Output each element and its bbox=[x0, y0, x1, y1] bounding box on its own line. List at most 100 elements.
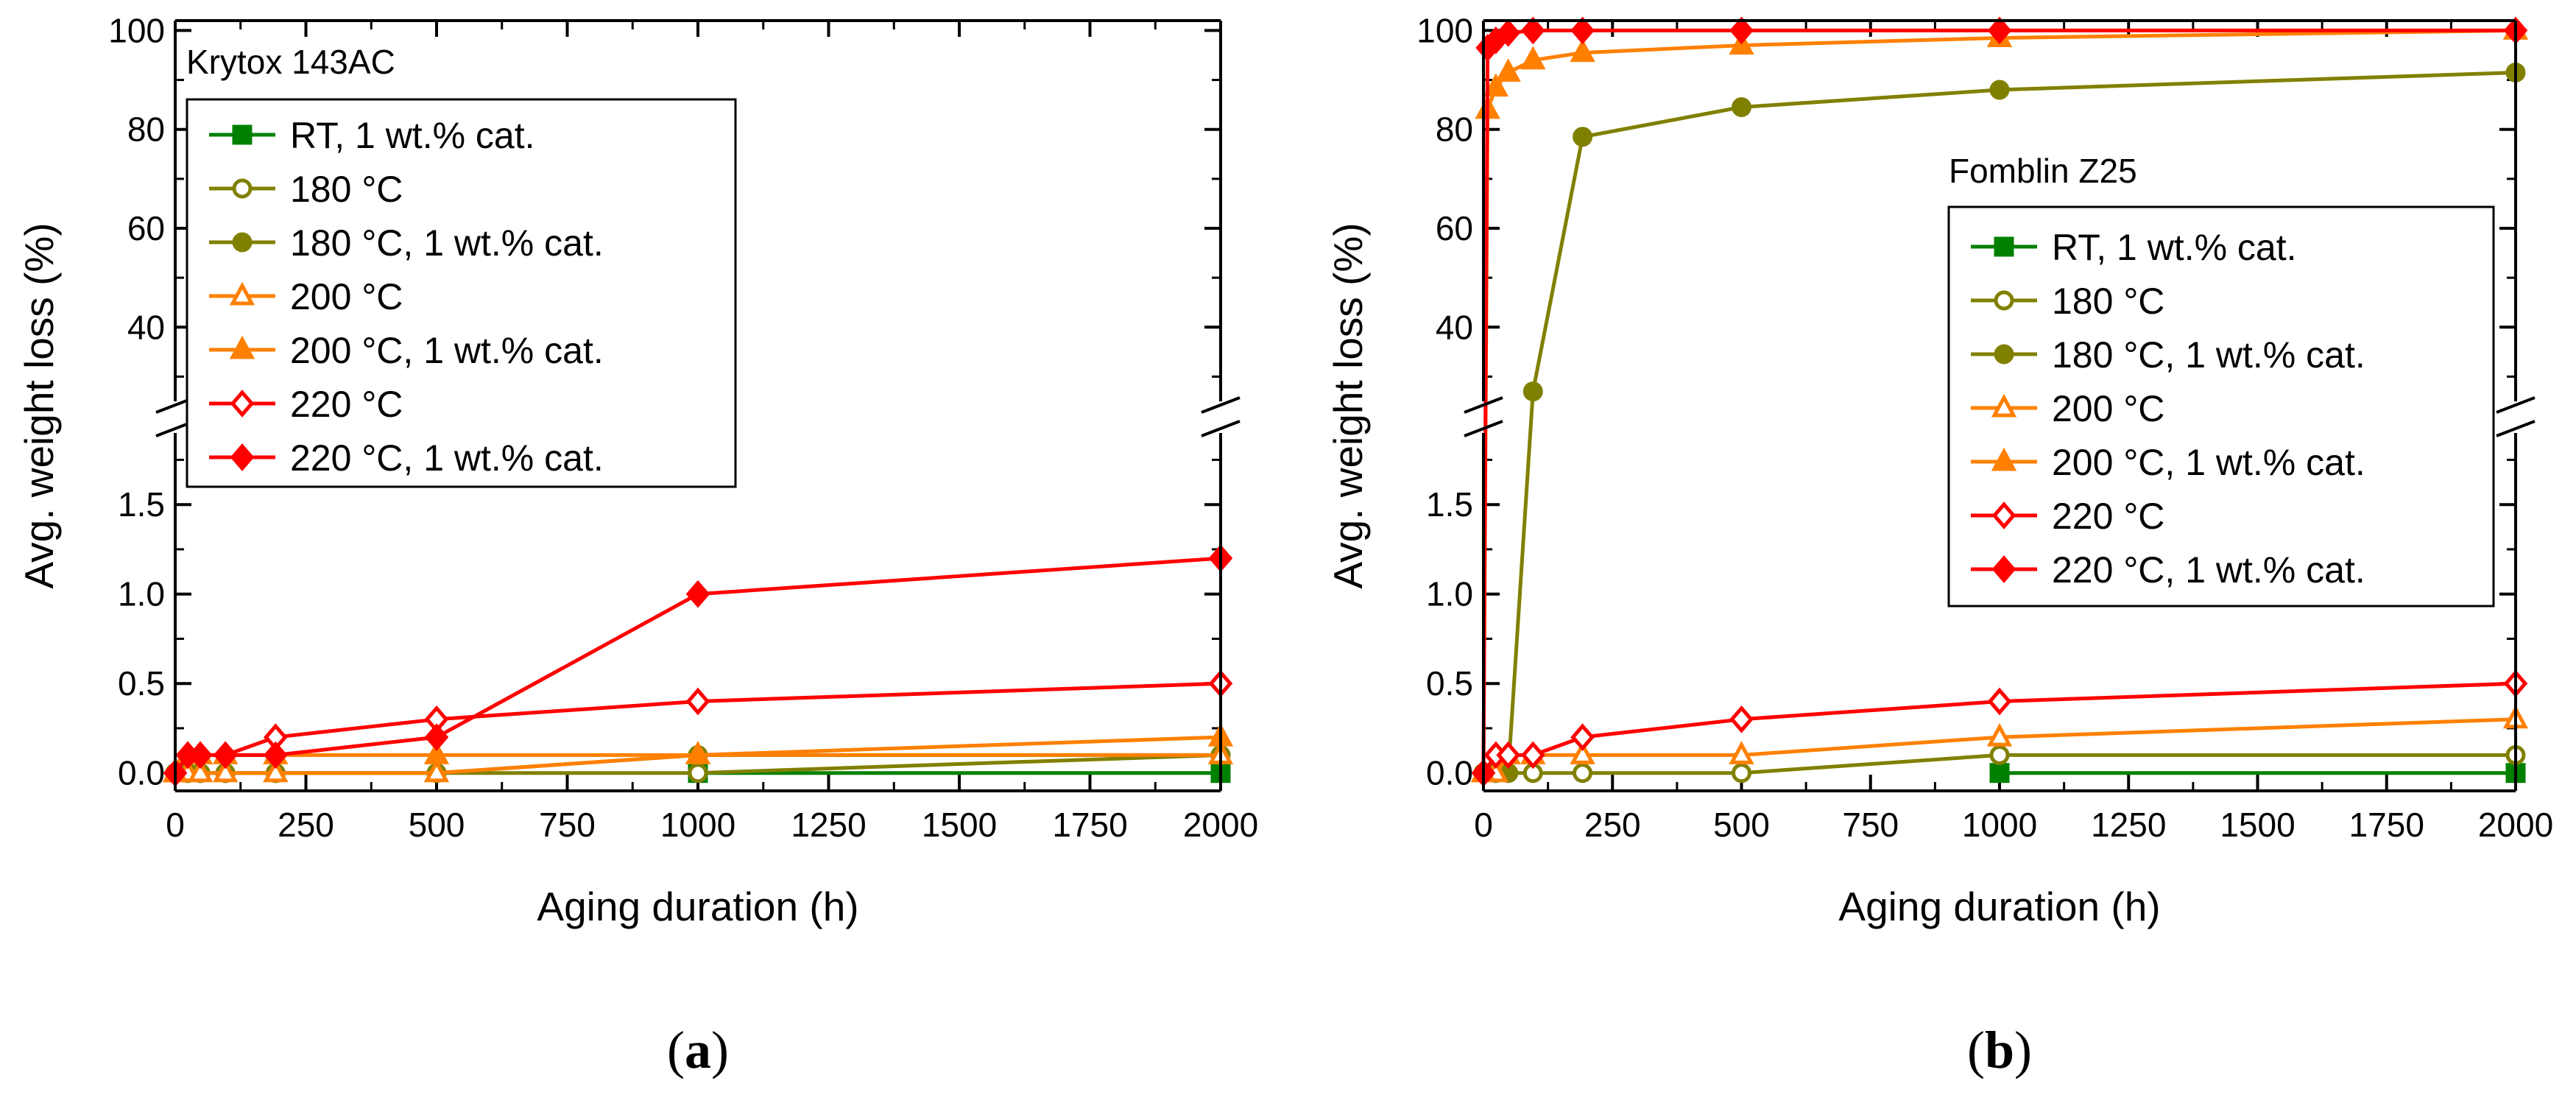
data-point bbox=[1570, 38, 1595, 63]
data-point bbox=[424, 723, 449, 751]
y-tick-label: 100 bbox=[1416, 11, 1473, 49]
legend-marker bbox=[1991, 501, 2016, 529]
legend-marker bbox=[229, 281, 255, 306]
y-tick-label: 0.0 bbox=[118, 754, 165, 792]
legend-label: 200 °C bbox=[2052, 388, 2164, 429]
data-point bbox=[212, 758, 239, 783]
y-tick-label: 1.0 bbox=[118, 575, 165, 613]
legend-entry: 200 °C bbox=[1971, 388, 2164, 429]
legend-entries-a: RT, 1 wt.% cat. 180 °C 180 °C, 1 wt.% cat.… bbox=[209, 115, 604, 479]
x-axis-title-b: Aging duration (h) bbox=[1838, 884, 2160, 929]
data-point bbox=[1495, 58, 1521, 82]
chart-panel-b: 0.0 0.5 1.0 1.5 40 60 80 100 0 250 500 750 1000 1250… bbox=[1325, 11, 2553, 1080]
y-tick-label: 60 bbox=[1436, 209, 1473, 247]
y-tick-label: 1.0 bbox=[1426, 575, 1473, 613]
x-tick-label: 1500 bbox=[922, 806, 997, 844]
legend-label: 180 °C bbox=[290, 169, 403, 210]
data-point bbox=[1520, 741, 1545, 770]
data-point bbox=[1987, 687, 2012, 716]
legend-entry: 200 °C, 1 wt.% cat. bbox=[209, 330, 604, 371]
series-7 bbox=[163, 544, 1233, 787]
x-tick-label: 1250 bbox=[791, 806, 866, 844]
legend-entry: 220 °C bbox=[209, 384, 403, 425]
legend-label: 200 °C, 1 wt.% cat. bbox=[290, 330, 604, 371]
x-tick-label: 750 bbox=[539, 806, 596, 844]
x-tick-label: 1500 bbox=[2220, 806, 2295, 844]
x-tick-label: 0 bbox=[1474, 806, 1493, 844]
legend-label: 180 °C bbox=[2052, 281, 2164, 322]
legend-label: 220 °C bbox=[290, 384, 403, 425]
y-tick-label: 0.0 bbox=[1426, 754, 1473, 792]
legend-marker bbox=[1994, 236, 2014, 257]
y-tick-label: 1.5 bbox=[1426, 485, 1473, 524]
data-point bbox=[1570, 16, 1595, 45]
legend-entry: 180 °C, 1 wt.% cat. bbox=[209, 222, 604, 264]
legend-a: RT, 1 wt.% cat. 180 °C 180 °C, 1 wt.% cat.… bbox=[186, 98, 737, 488]
legend-entries-b: RT, 1 wt.% cat. 180 °C 180 °C, 1 wt.% cat.… bbox=[1971, 227, 2365, 591]
panel-caption-b: (b) bbox=[1967, 1021, 2032, 1080]
x-tick-label: 1250 bbox=[2091, 806, 2166, 844]
legend-entry: 180 °C bbox=[209, 169, 403, 210]
panel-title-b: Fomblin Z25 bbox=[1949, 152, 2137, 190]
data-point bbox=[187, 758, 214, 783]
data-point bbox=[1989, 80, 2010, 100]
data-point bbox=[1496, 18, 1520, 47]
data-point bbox=[1570, 741, 1595, 764]
x-tick-label: 1000 bbox=[1962, 806, 2037, 844]
legend-entry: 220 °C, 1 wt.% cat. bbox=[1971, 549, 2365, 591]
legend-box-b bbox=[1947, 205, 2495, 608]
x-tick-label: 250 bbox=[1584, 806, 1641, 844]
data-point bbox=[685, 741, 711, 764]
plot-frame-a bbox=[174, 19, 1222, 792]
legend-entry: 200 °C, 1 wt.% cat. bbox=[1971, 442, 2365, 483]
legend-marker bbox=[1994, 290, 2014, 311]
data-point bbox=[1987, 16, 2012, 45]
data-point bbox=[685, 580, 710, 608]
legend-label: 220 °C, 1 wt.% cat. bbox=[290, 437, 604, 479]
data-point bbox=[423, 758, 450, 783]
y-tick-label: 80 bbox=[127, 110, 165, 149]
data-point bbox=[1986, 722, 2013, 747]
legend-marker bbox=[1991, 555, 2016, 583]
y-axis-ticks-a: 0.0 0.5 1.0 1.5 40 60 80 100 bbox=[108, 11, 1221, 792]
y-tick-label: 0.5 bbox=[118, 664, 165, 703]
data-point bbox=[1989, 763, 2010, 784]
x-tick-label: 1000 bbox=[660, 806, 735, 844]
data-point bbox=[1573, 127, 1593, 147]
data-point bbox=[1522, 381, 1543, 402]
y-tick-label: 100 bbox=[108, 11, 165, 49]
legend-label: 180 °C, 1 wt.% cat. bbox=[2052, 334, 2365, 376]
panel-title-a: Krytox 143AC bbox=[186, 43, 395, 81]
legend-box-a bbox=[186, 98, 737, 488]
legend-entry: 220 °C, 1 wt.% cat. bbox=[209, 437, 604, 479]
legend-marker bbox=[230, 443, 255, 471]
x-tick-label: 2000 bbox=[1183, 806, 1258, 844]
data-point bbox=[685, 687, 710, 716]
x-tick-label: 2000 bbox=[2478, 806, 2553, 844]
x-tick-label: 500 bbox=[409, 806, 465, 844]
plot-frame-b bbox=[1482, 19, 2517, 792]
x-tick-label: 500 bbox=[1713, 806, 1770, 844]
legend-label: 200 °C, 1 wt.% cat. bbox=[2052, 442, 2365, 483]
x-tick-label: 250 bbox=[278, 806, 334, 844]
legend-marker bbox=[1994, 344, 2014, 365]
panel-caption-a: (a) bbox=[667, 1021, 729, 1080]
y-tick-label: 1.5 bbox=[118, 485, 165, 524]
legend-marker bbox=[229, 335, 255, 359]
data-point bbox=[1483, 73, 1509, 97]
y-axis-title-b: Avg. weight loss (%) bbox=[1325, 222, 1371, 588]
x-tick-label: 1750 bbox=[2349, 806, 2424, 844]
legend-label: 220 °C bbox=[2052, 496, 2164, 537]
data-point bbox=[1570, 723, 1595, 751]
x-axis-ticks-b: 0 250 500 750 1000 1250 1500 1750 2000 bbox=[1474, 21, 2553, 844]
data-point bbox=[1729, 705, 1754, 733]
data-point bbox=[423, 741, 450, 764]
data-point bbox=[263, 758, 289, 783]
data-point bbox=[1520, 46, 1546, 70]
y-tick-label: 60 bbox=[127, 209, 165, 247]
legend-entry: 200 °C bbox=[209, 276, 403, 317]
data-point bbox=[264, 741, 288, 770]
x-axis-title-a: Aging duration (h) bbox=[537, 884, 858, 929]
legend-label: 220 °C, 1 wt.% cat. bbox=[2052, 549, 2365, 591]
